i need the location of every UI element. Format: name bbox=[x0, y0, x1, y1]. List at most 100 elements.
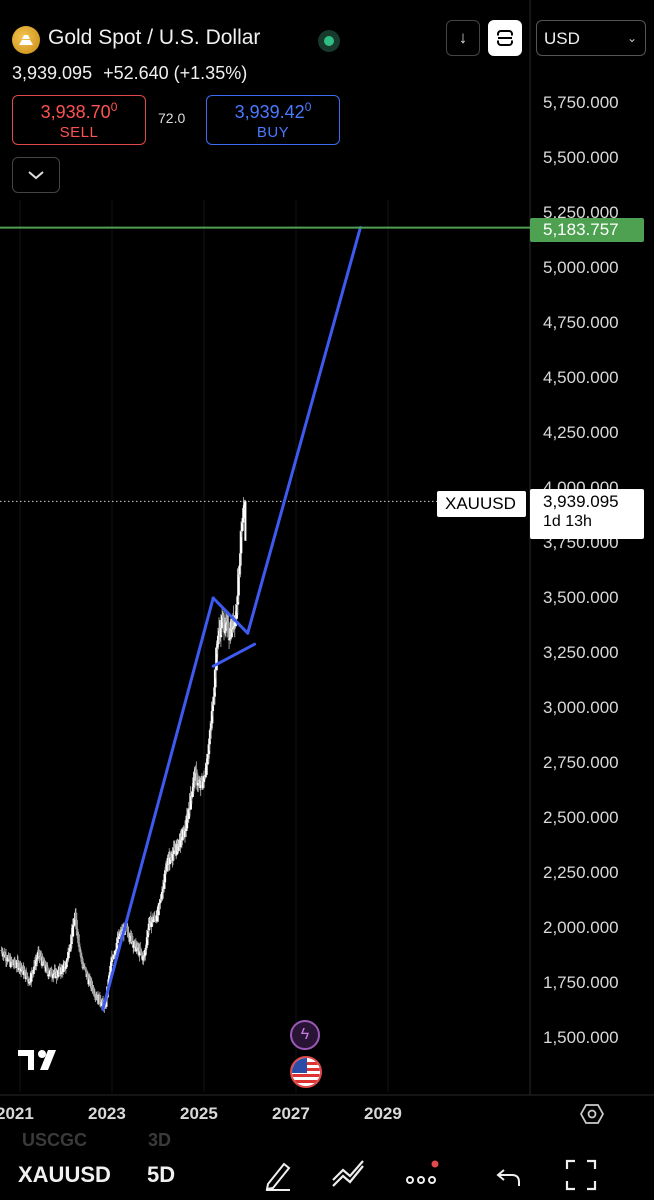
candle-body bbox=[235, 604, 239, 606]
previous-interval-ghost: 3D bbox=[148, 1130, 172, 1150]
candle-body bbox=[146, 929, 150, 938]
price-summary: 3,939.095 +52.640 (+1.35%) bbox=[12, 63, 247, 84]
candle-body bbox=[240, 530, 243, 532]
pen-icon[interactable] bbox=[262, 1158, 294, 1192]
more-icon[interactable] bbox=[404, 1158, 440, 1192]
candle-body bbox=[130, 935, 134, 944]
buy-button[interactable]: 3,939.420 BUY bbox=[206, 95, 340, 145]
sell-button[interactable]: 3,938.700 SELL bbox=[12, 95, 146, 145]
candle-body bbox=[112, 955, 116, 959]
price-change: +52.640 (+1.35%) bbox=[103, 63, 248, 83]
candle-body bbox=[208, 738, 211, 745]
candle-body bbox=[132, 945, 136, 948]
candle-body bbox=[140, 951, 143, 955]
candle-body bbox=[52, 973, 56, 975]
candle-body bbox=[191, 786, 195, 792]
currency-value: USD bbox=[544, 29, 580, 48]
expand-icon[interactable] bbox=[564, 1158, 598, 1192]
us-flag-icon[interactable] bbox=[290, 1056, 322, 1088]
candle-body bbox=[161, 886, 165, 892]
candle-body bbox=[164, 870, 167, 874]
buy-price: 3,939.42 bbox=[234, 102, 305, 122]
settings-icon[interactable] bbox=[579, 1102, 605, 1131]
candle-body bbox=[3, 951, 7, 958]
candle-body bbox=[33, 966, 36, 970]
candle-body bbox=[160, 898, 163, 900]
trendline-icon[interactable] bbox=[330, 1158, 366, 1192]
candle-body bbox=[209, 728, 213, 731]
candle-body bbox=[200, 779, 203, 781]
candle-body bbox=[157, 903, 161, 907]
candle-body bbox=[177, 843, 180, 851]
buy-price-pipette: 0 bbox=[304, 100, 312, 114]
chart-drawings[interactable] bbox=[0, 226, 530, 1011]
candle-body bbox=[14, 964, 17, 966]
candle-body bbox=[230, 621, 233, 638]
time-axis-label: 2025 bbox=[180, 1104, 218, 1123]
candle-body bbox=[205, 762, 208, 775]
candle-body bbox=[84, 967, 87, 970]
candle-body bbox=[162, 882, 166, 889]
spread-value: 72.0 bbox=[158, 110, 186, 126]
candle-body bbox=[140, 954, 144, 956]
candle-body bbox=[169, 854, 172, 858]
target-price-tag: 5,183.757 bbox=[530, 218, 644, 242]
time-axis-label: 2029 bbox=[364, 1104, 402, 1123]
candle-body bbox=[225, 617, 228, 624]
expand-header-button[interactable] bbox=[12, 157, 60, 193]
candle-body bbox=[29, 972, 33, 982]
fullscreen-button[interactable] bbox=[488, 20, 522, 56]
candle-body bbox=[101, 999, 105, 1004]
candle-body bbox=[236, 595, 240, 605]
time-axis-label: 2021 bbox=[0, 1104, 34, 1123]
candle-body bbox=[154, 917, 157, 921]
candle-body bbox=[157, 906, 160, 916]
candle-body bbox=[242, 505, 246, 508]
candle-body bbox=[172, 847, 176, 849]
candle-body bbox=[143, 955, 146, 957]
candle-body bbox=[114, 950, 117, 952]
instrument-title[interactable]: Gold Spot / U.S. Dollar bbox=[48, 26, 261, 49]
candle-body bbox=[239, 530, 243, 554]
trend-line-2 bbox=[211, 642, 257, 668]
candle-body bbox=[16, 960, 20, 963]
currency-select[interactable]: USD ⌄ bbox=[536, 20, 646, 56]
candle-body bbox=[108, 975, 111, 980]
candle-body bbox=[145, 937, 149, 946]
candle-body bbox=[36, 957, 39, 960]
candle-body bbox=[191, 791, 194, 798]
market-open-icon[interactable] bbox=[318, 30, 340, 52]
candle-body bbox=[34, 960, 38, 967]
candle-body bbox=[62, 965, 65, 973]
candle-body bbox=[207, 744, 211, 755]
candle-body bbox=[126, 926, 129, 932]
candle-body bbox=[35, 959, 39, 961]
candle-body bbox=[184, 828, 188, 832]
interval-button[interactable]: 5D bbox=[147, 1162, 176, 1187]
candle-body bbox=[158, 902, 162, 904]
candle-body bbox=[81, 963, 85, 968]
download-button[interactable]: ↓ bbox=[446, 20, 480, 56]
candle-body bbox=[79, 952, 83, 957]
candle-body bbox=[45, 965, 49, 968]
candle-body bbox=[223, 630, 227, 633]
candle-body bbox=[130, 933, 133, 936]
candle-body bbox=[241, 522, 244, 531]
price-axis-label: 2,500.000 bbox=[543, 808, 619, 827]
candle-body bbox=[0, 950, 4, 954]
price-axis-label: 1,500.000 bbox=[543, 1028, 619, 1047]
undo-icon[interactable] bbox=[494, 1158, 524, 1192]
candle-body bbox=[113, 950, 117, 955]
time-axis-label: 2023 bbox=[88, 1104, 126, 1123]
previous-symbol-ghost: USCGC bbox=[22, 1130, 88, 1150]
candle-body bbox=[72, 925, 76, 927]
price-axis-label: 4,250.000 bbox=[543, 423, 619, 442]
current-price-tag: 3,939.095 1d 13h bbox=[530, 489, 644, 539]
candle-body bbox=[113, 954, 116, 956]
candle-body bbox=[242, 507, 245, 518]
symbol-button[interactable]: XAUUSD bbox=[18, 1162, 111, 1187]
flash-icon[interactable]: ϟ bbox=[290, 1020, 320, 1050]
candle-body bbox=[29, 981, 32, 983]
candle-body bbox=[239, 553, 242, 566]
